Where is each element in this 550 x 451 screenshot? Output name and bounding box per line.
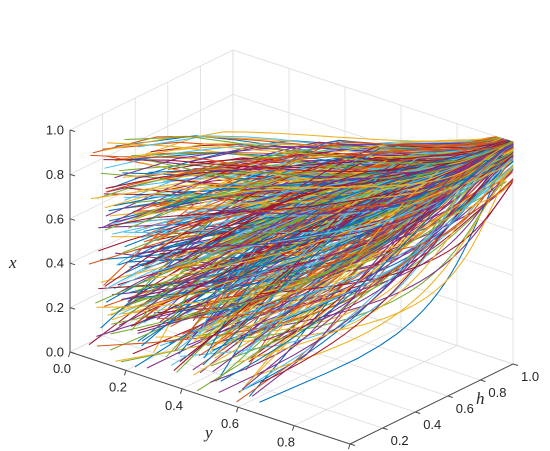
x-tick-label: 0.2: [46, 300, 64, 315]
y-axis-line: [69, 351, 351, 445]
x-tick-mark: [69, 351, 76, 354]
x-tick-mark: [69, 262, 76, 266]
h-tick-mark: [382, 427, 388, 430]
h-tick-label: 0.6: [456, 401, 474, 416]
h-tick-mark: [480, 379, 486, 382]
trajectory-line: [145, 160, 513, 281]
y-tick-label: 0.0: [53, 361, 71, 376]
gridline: [237, 326, 402, 408]
trajectory-line: [181, 150, 514, 319]
trajectory-line: [247, 164, 514, 334]
trajectory-line: [204, 161, 505, 286]
gridline: [69, 49, 234, 131]
x-tick-mark: [69, 129, 76, 132]
trajectory-line: [256, 166, 514, 376]
x-tick-label: 0.0: [46, 345, 64, 360]
h-tick-label: 0.0: [358, 449, 376, 451]
trajectory-line: [106, 136, 498, 193]
gridline: [232, 49, 514, 143]
trajectory-line: [137, 143, 514, 254]
trajectory-line: [197, 182, 512, 332]
trajectory-line: [124, 136, 514, 165]
gridline: [69, 94, 234, 175]
trajectory-line: [115, 165, 514, 362]
y-tick-mark: [348, 443, 351, 450]
x-tick-label: 0.8: [46, 167, 64, 182]
trajectory-line: [120, 167, 514, 363]
h-axis-line: [349, 363, 514, 445]
trajectory-line: [234, 167, 514, 325]
h-tick-mark: [447, 395, 453, 398]
h-tick-label: 0.2: [391, 433, 409, 448]
y-tick-label: 0.4: [165, 398, 183, 413]
h-tick-mark: [512, 363, 519, 366]
trajectory-line: [224, 139, 509, 230]
h-tick-label: 1.0: [521, 369, 539, 384]
gridline: [69, 227, 234, 308]
h-axis-label: h: [476, 389, 485, 408]
x-tick-mark: [69, 173, 76, 177]
trajectory-layer: [88, 131, 514, 403]
trajectory-line: [105, 140, 511, 189]
y-tick-mark: [292, 425, 295, 431]
gridline: [293, 345, 458, 426]
y-tick-mark: [68, 351, 71, 358]
y-tick-label: 0.6: [221, 416, 239, 431]
tick-label-layer: 0.0 0.2 0.4 0.6 0.8 1.0 0.0 0.2 0.4 0.6 0.8 1.0 0.0 0…: [46, 123, 539, 451]
trajectory-line: [96, 137, 500, 199]
trajectory-line: [237, 165, 514, 363]
x-axis-label: x: [8, 253, 17, 272]
y-tick-mark: [236, 407, 239, 413]
x-tick-mark: [69, 307, 76, 310]
trajectory-line: [157, 139, 507, 241]
y-tick-mark: [180, 388, 183, 394]
trajectory-line: [198, 141, 514, 200]
trajectory-line: [259, 155, 514, 384]
trajectory-line: [151, 143, 514, 274]
y-tick-label: 0.2: [109, 379, 127, 394]
h-tick-label: 0.8: [488, 385, 506, 400]
x-tick-mark: [69, 218, 76, 221]
gridline: [102, 335, 383, 429]
x-tick-label: 0.4: [46, 256, 64, 271]
trajectory-line: [127, 136, 498, 223]
x-tick-label: 0.6: [46, 211, 64, 226]
h-tick-mark: [349, 443, 356, 446]
y-tick-label: 0.8: [277, 435, 295, 450]
trajectory-line: [166, 139, 506, 223]
axes-layer: [69, 130, 514, 445]
y-tick-mark: [124, 370, 127, 376]
h-tick-mark: [415, 411, 421, 414]
y-axis-label: y: [203, 423, 213, 442]
h-tick-label: 0.4: [423, 417, 441, 432]
trajectory-line: [220, 143, 514, 382]
x-tick-label: 1.0: [46, 123, 64, 138]
